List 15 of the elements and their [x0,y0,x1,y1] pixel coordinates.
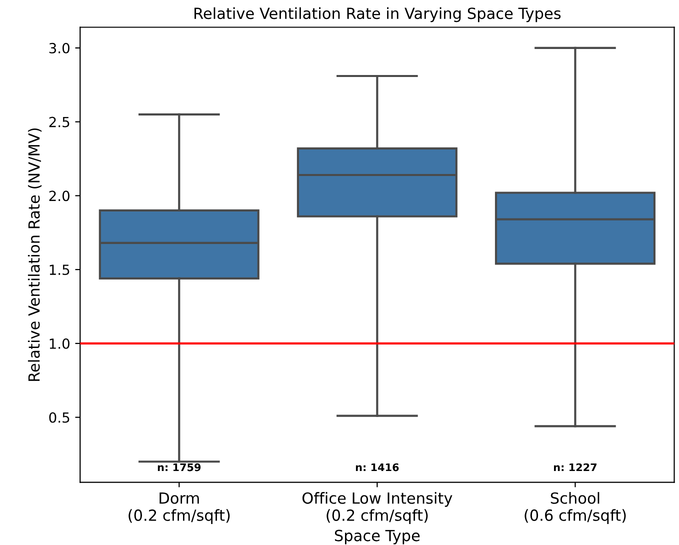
annotation: n: 1416 [356,463,399,472]
y-axis-title: Relative Ventilation Rate (NV/MV) [28,128,42,381]
y-tick-label: 2.0 [49,190,70,202]
x-tick-label: School (0.6 cfm/sqft) [524,492,626,524]
annotation: n: 1227 [554,463,596,472]
x-axis-title: Space Type [334,530,420,544]
y-tick-label: 2.5 [49,116,70,128]
y-tick-label: 1.5 [50,264,70,276]
y-tick-label: 0.5 [49,412,70,423]
y-tick-label: 3.0 [49,42,70,54]
annotation: n: 1759 [158,463,201,472]
y-tick-label: 1.0 [50,338,70,349]
x-tick-label: Dorm (0.2 cfm/sqft) [128,492,230,524]
chart-title: Relative Ventilation Rate in Varying Space Types [194,7,561,22]
x-tick-label: Office Low Intensity (0.2 cfm/sqft) [302,492,452,524]
